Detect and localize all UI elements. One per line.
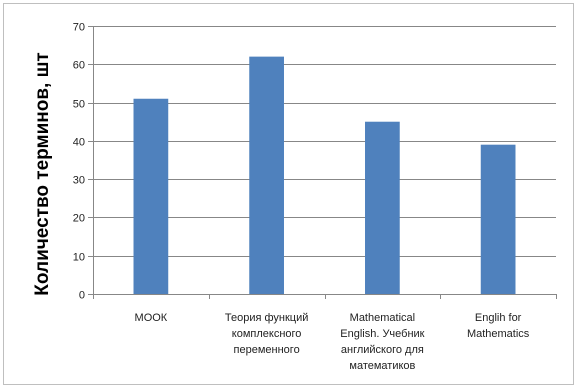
bar	[365, 121, 400, 294]
bar	[249, 56, 284, 294]
y-tick-label: 0	[79, 290, 85, 302]
bar	[480, 144, 516, 294]
category-labels: МООК Теория функций комплексного переменног…	[135, 312, 530, 372]
y-tick-label: 20	[73, 213, 85, 225]
chart-frame	[3, 3, 574, 385]
gridlines	[88, 26, 557, 299]
x-category-label: Englih for Mathematics	[467, 312, 530, 340]
y-axis-label: Количество терминов, шт	[32, 52, 53, 295]
y-tick-label: 50	[73, 99, 85, 111]
x-category-label: МООК	[135, 312, 168, 324]
y-tick-label: 40	[73, 137, 85, 149]
y-tick-label: 60	[73, 60, 85, 72]
x-category-label: Mathematical English. Учебник английского …	[340, 312, 424, 372]
bar	[133, 98, 169, 294]
y-tick-label: 30	[73, 175, 85, 187]
bars	[133, 56, 516, 294]
x-category-label: Теория функций комплексного переменного	[225, 312, 309, 356]
y-tick-label: 10	[73, 252, 85, 264]
y-tick-labels: 0 10 20 30 40 50 60 70	[73, 22, 85, 302]
y-tick-label: 70	[73, 22, 85, 34]
